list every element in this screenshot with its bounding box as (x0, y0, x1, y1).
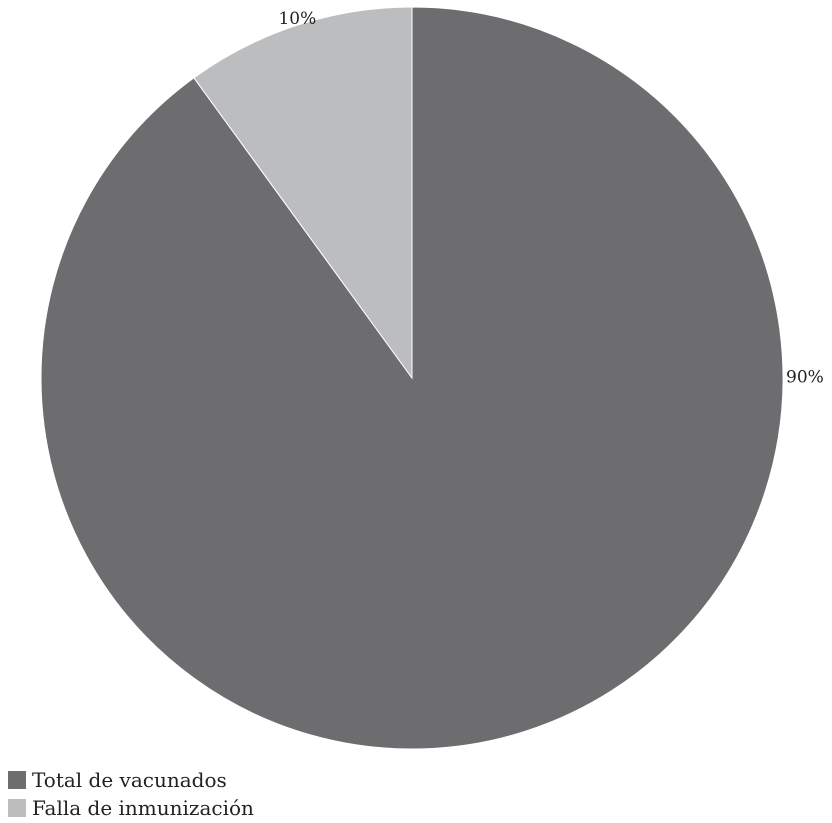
legend-swatch-falla-de-inmunizacion (8, 799, 26, 817)
legend-label-falla-de-inmunizacion: Falla de inmunización (32, 796, 254, 820)
pie-slices (40, 6, 784, 750)
pie-data-label-falla-de-inmunizacion: 10% (278, 9, 316, 29)
pie-data-label-total-de-vacunados: 90% (786, 368, 824, 388)
legend-item-falla-de-inmunizacion: Falla de inmunización (8, 794, 254, 822)
pie-slice-falla-de-inmunizacion (193, 6, 413, 380)
legend-swatch-total-de-vacunados (8, 771, 26, 789)
legend-label-total-de-vacunados: Total de vacunados (32, 768, 227, 792)
chart-legend: Total de vacunados Falla de inmunización (8, 766, 254, 822)
legend-item-total-de-vacunados: Total de vacunados (8, 766, 254, 794)
pie-data-labels: 90% 10% (278, 9, 823, 388)
